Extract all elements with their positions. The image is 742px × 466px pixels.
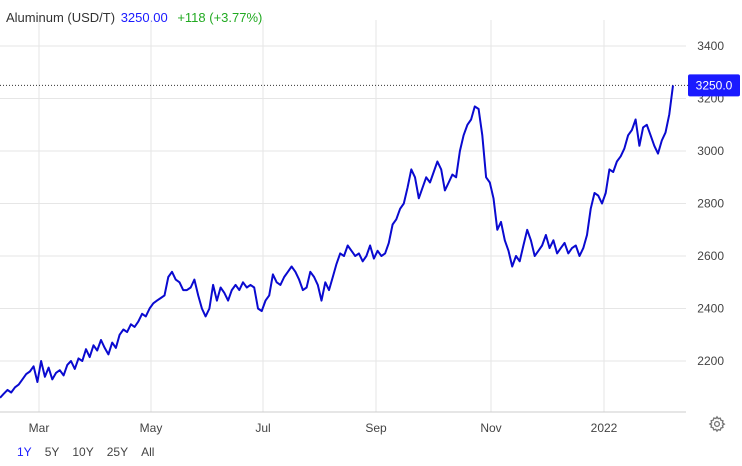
range-25y-button[interactable]: 25Y [106,445,129,459]
grid-lines [0,20,686,412]
y-tick-label: 3400 [697,39,724,53]
x-tick-label: Jul [255,421,270,435]
x-tick-label: Mar [29,421,50,435]
range-10y-button[interactable]: 10Y [72,445,94,459]
price-series-line [0,85,674,399]
price-change: +118 (+3.77%) [177,10,263,25]
range-1y-button[interactable]: 1Y [17,445,32,459]
chart-header: Aluminum (USD/T) 3250.00 +118 (+3.77%) [6,10,262,25]
current-price-label: 3250.0 [688,74,740,97]
instrument-name: Aluminum (USD/T) [6,10,116,25]
x-tick-label: 2022 [591,421,618,435]
range-all-button[interactable]: All [141,445,155,459]
y-tick-label: 2400 [697,302,724,316]
range-5y-button[interactable]: 5Y [44,445,60,459]
x-tick-label: Sep [365,421,387,435]
current-price: 3250.00 [120,10,168,25]
y-tick-label: 3000 [697,144,724,158]
x-tick-label: May [140,421,163,435]
y-tick-label: 2800 [697,197,724,211]
y-tick-label: 2600 [697,249,724,263]
x-tick-label: Nov [480,421,501,435]
current-price-label-text: 3250.0 [696,78,733,92]
gear-icon[interactable] [708,415,726,433]
y-tick-label: 2200 [697,354,724,368]
x-axis-labels: Mar May Jul Sep Nov 2022 [29,421,618,435]
range-selector: 1Y 5Y 10Y 25Y All [17,445,167,459]
